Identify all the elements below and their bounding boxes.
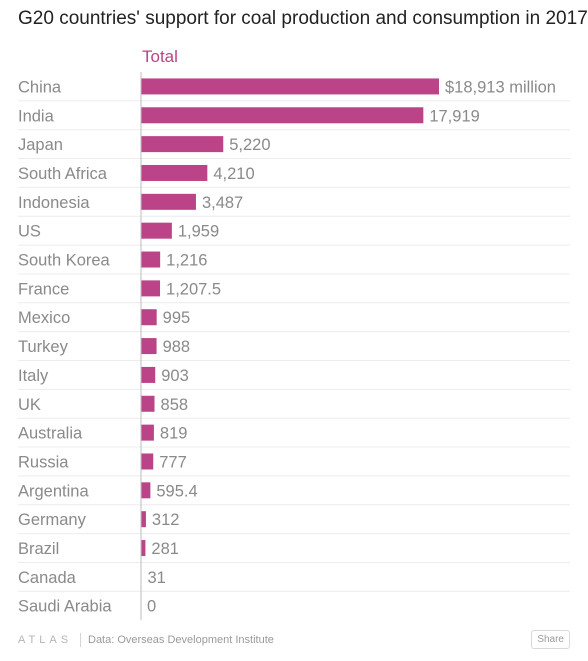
value-label-russia: 777 xyxy=(159,453,187,471)
category-label-brazil: Brazil xyxy=(18,540,59,558)
category-label-uk: UK xyxy=(18,396,41,414)
value-label-brazil: 281 xyxy=(151,540,179,558)
category-label-saudi-arabia: Saudi Arabia xyxy=(18,598,112,616)
chart-title: G20 countries' support for coal producti… xyxy=(18,8,588,29)
value-label-us: 1,959 xyxy=(178,223,219,241)
bar-indonesia xyxy=(141,193,196,210)
category-label-canada: Canada xyxy=(18,569,77,587)
category-label-australia: Australia xyxy=(18,425,83,443)
value-label-canada: 31 xyxy=(147,569,165,587)
chart-footer: ATLAS Data: Overseas Development Institu… xyxy=(18,630,570,652)
value-label-argentina: 595.4 xyxy=(156,482,197,500)
value-label-india: 17,919 xyxy=(429,107,479,125)
bar-france xyxy=(141,280,161,297)
bar-us xyxy=(141,222,172,239)
value-label-saudi-arabia: 0 xyxy=(147,598,156,616)
footer-divider xyxy=(80,633,81,647)
value-label-germany: 312 xyxy=(152,511,180,529)
bar-australia xyxy=(141,424,154,441)
value-label-south-korea: 1,216 xyxy=(166,252,207,270)
value-label-south-africa: 4,210 xyxy=(213,165,254,183)
value-label-uk: 858 xyxy=(161,396,189,414)
value-label-turkey: 988 xyxy=(163,338,191,356)
bar-chart: China $18,913 million India 17,919 Japan 5,22… xyxy=(18,72,570,621)
value-label-italy: 903 xyxy=(161,367,189,385)
category-label-south-africa: South Africa xyxy=(18,165,108,183)
category-label-mexico: Mexico xyxy=(18,309,70,327)
bar-south-korea xyxy=(141,251,161,268)
bar-germany xyxy=(141,511,146,528)
category-label-argentina: Argentina xyxy=(18,482,89,500)
value-label-mexico: 995 xyxy=(163,309,191,327)
category-label-indonesia: Indonesia xyxy=(18,194,90,212)
atlas-logo: ATLAS xyxy=(18,634,73,646)
category-label-us: US xyxy=(18,223,41,241)
category-label-japan: Japan xyxy=(18,136,63,154)
category-label-france: France xyxy=(18,280,69,298)
bar-russia xyxy=(141,453,154,470)
share-button[interactable]: Share xyxy=(531,630,570,649)
bar-turkey xyxy=(141,338,157,355)
series-header: Total xyxy=(142,47,178,66)
category-label-turkey: Turkey xyxy=(18,338,69,356)
category-label-south-korea: South Korea xyxy=(18,252,111,270)
value-label-china: $18,913 million xyxy=(445,78,556,96)
bar-japan xyxy=(141,136,224,153)
bar-brazil xyxy=(141,540,146,557)
category-label-india: India xyxy=(18,107,55,125)
category-label-china: China xyxy=(18,78,62,96)
bar-mexico xyxy=(141,309,157,326)
value-label-australia: 819 xyxy=(160,425,188,443)
bar-south-africa xyxy=(141,164,208,181)
category-label-italy: Italy xyxy=(18,367,49,385)
source-note: Data: Overseas Development Institute xyxy=(88,634,274,646)
category-label-germany: Germany xyxy=(18,511,87,529)
bar-india xyxy=(141,107,424,124)
value-label-france: 1,207.5 xyxy=(166,280,221,298)
bar-uk xyxy=(141,395,155,412)
bar-italy xyxy=(141,366,156,383)
bar-argentina xyxy=(141,482,151,499)
value-label-japan: 5,220 xyxy=(229,136,270,154)
bar-china xyxy=(141,78,439,95)
value-label-indonesia: 3,487 xyxy=(202,194,243,212)
category-label-russia: Russia xyxy=(18,453,69,471)
